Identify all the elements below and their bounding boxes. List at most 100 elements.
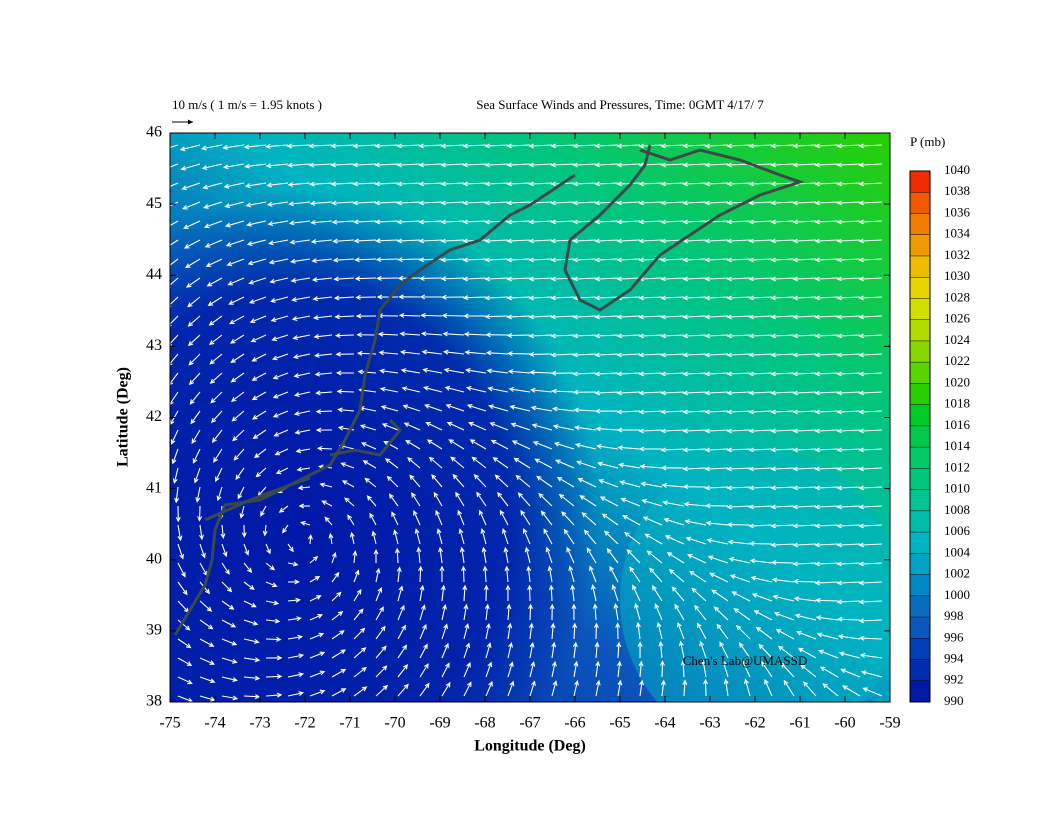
wind-arrow (792, 561, 817, 567)
wind-arrow (441, 313, 465, 319)
wind-arrow (616, 200, 641, 206)
wind-arrow (836, 616, 861, 622)
wind-arrow (352, 143, 377, 149)
wind-arrow (332, 257, 355, 263)
wind-arrow (704, 162, 729, 168)
wind-arrow (770, 143, 795, 149)
wind-arrow (375, 567, 381, 583)
wind-arrow (642, 516, 663, 526)
wind-arrow (858, 295, 883, 301)
wind-arrow (515, 474, 531, 488)
wind-arrow (418, 200, 443, 206)
wind-arrow (704, 390, 729, 396)
wind-arrow (699, 640, 707, 659)
wind-arrow (282, 524, 289, 534)
wind-arrow (243, 675, 261, 681)
wind-arrow (814, 219, 839, 225)
wind-arrow (335, 351, 355, 357)
wind-arrow (858, 447, 883, 453)
wind-arrow (419, 682, 430, 697)
wind-arrow (411, 492, 421, 507)
x-tick-label: -69 (429, 715, 450, 732)
wind-arrow (555, 459, 575, 469)
wind-arrow (637, 641, 643, 659)
wind-arrow (375, 625, 386, 640)
wind-arrow (616, 641, 622, 659)
wind-arrow (221, 676, 239, 682)
wind-arrow (353, 238, 377, 244)
wind-arrow (373, 548, 379, 564)
colorbar-tick-label: 1028 (944, 289, 970, 304)
wind-arrow (440, 200, 465, 206)
wind-arrow (243, 144, 267, 150)
wind-arrow (770, 466, 795, 472)
x-tick-label: -62 (744, 715, 765, 732)
wind-arrow (199, 657, 216, 665)
wind-arrow (792, 447, 817, 453)
wind-arrow (465, 368, 487, 374)
wind-arrow (748, 466, 773, 472)
wind-arrow (314, 371, 333, 377)
wind-arrow (369, 512, 377, 526)
wind-arrow (396, 200, 421, 206)
wind-arrow (595, 679, 601, 697)
wind-arrow (200, 144, 223, 151)
wind-arrow (858, 485, 883, 491)
wind-arrow (333, 295, 355, 301)
colorbar-tick-label: 1014 (944, 438, 971, 453)
wind-arrow (579, 495, 597, 507)
wind-arrow (371, 530, 377, 545)
wind-arrow (243, 694, 261, 700)
wind-arrow (792, 390, 817, 396)
wind-arrow (772, 594, 795, 602)
wind-arrow (770, 238, 795, 244)
wind-arrow (682, 257, 707, 263)
colorbar-segment (910, 192, 930, 214)
wind-arrow (639, 679, 645, 697)
wind-arrow (836, 485, 861, 491)
wind-arrow (396, 162, 421, 168)
wind-arrow (858, 599, 883, 605)
wind-arrow (814, 428, 839, 434)
wind-arrow (464, 349, 487, 355)
wind-arrow (572, 352, 597, 358)
wind-arrow (814, 390, 839, 396)
wind-arrow (419, 275, 443, 281)
wind-arrow (536, 475, 553, 488)
wind-arrow (660, 181, 685, 187)
wind-arrow (379, 386, 399, 393)
wind-arrow (462, 295, 487, 301)
wind-arrow (504, 565, 510, 583)
wind-arrow (352, 200, 377, 206)
wind-arrow (713, 606, 729, 621)
wind-arrow (441, 662, 450, 678)
wind-arrow (459, 546, 465, 564)
wind-arrow (858, 618, 883, 624)
wind-arrow (792, 352, 817, 358)
wind-arrow (485, 642, 492, 659)
wind-arrow (177, 562, 186, 578)
wind-arrow (594, 333, 619, 339)
wind-arrow (221, 543, 228, 558)
wind-arrow (836, 200, 861, 206)
wind-arrow (353, 569, 360, 583)
wind-arrow (177, 543, 185, 560)
wind-arrow (221, 581, 233, 593)
wind-arrow (396, 566, 402, 583)
colorbar-tick-label: 1022 (944, 353, 970, 368)
wind-arrow (177, 657, 193, 667)
wind-arrow (418, 143, 443, 149)
wind-arrow (287, 543, 294, 553)
wind-arrow (795, 630, 817, 640)
wind-arrow (682, 428, 707, 434)
wind-arrow (377, 331, 399, 337)
wind-arrow (463, 313, 487, 319)
wind-arrow (748, 238, 773, 244)
wind-arrow (616, 162, 641, 168)
wind-arrow (266, 201, 289, 207)
wind-arrow (418, 219, 443, 225)
wind-arrow (353, 686, 368, 697)
wind-arrow (685, 536, 707, 545)
wind-arrow (364, 477, 377, 488)
wind-arrow (635, 621, 641, 640)
